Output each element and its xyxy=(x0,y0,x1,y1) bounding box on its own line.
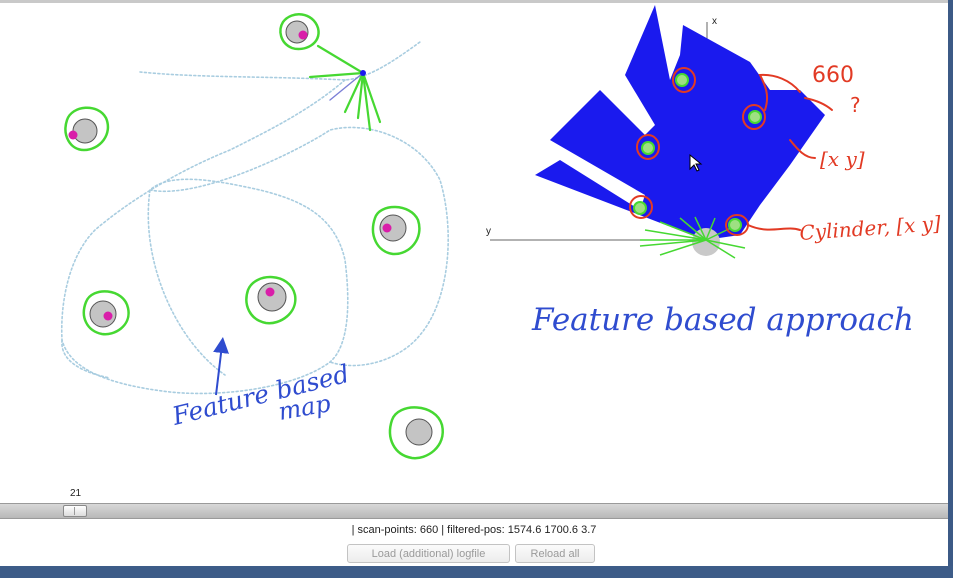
load-logfile-button[interactable]: Load (additional) logfile xyxy=(347,544,510,563)
slider-thumb[interactable] xyxy=(63,505,87,517)
feature-map-annotation: Feature based map xyxy=(168,337,352,431)
scan-points-fill xyxy=(535,5,825,240)
x-axis-label: x xyxy=(712,16,717,27)
detected-cylinders xyxy=(629,67,766,236)
y-axis-label: y xyxy=(486,226,491,237)
time-slider[interactable] xyxy=(0,503,948,519)
landmark-4 xyxy=(245,275,297,325)
robot-trajectory xyxy=(60,41,449,395)
landmark-2 xyxy=(64,106,110,152)
scan-view: x y xyxy=(486,5,825,259)
xy-vector-annotation: [x y] xyxy=(820,147,865,171)
scan-count-annotation: 660 xyxy=(812,63,854,88)
application-window: Feature based map x y xyxy=(0,0,948,566)
red-annotations xyxy=(747,73,833,231)
window-top-edge xyxy=(0,0,948,3)
desktop-bottom-strip xyxy=(0,566,953,578)
reload-all-button[interactable]: Reload all xyxy=(515,544,595,563)
status-line: | scan-points: 660 | filtered-pos: 1574.… xyxy=(351,524,597,536)
mouse-cursor-icon xyxy=(689,153,703,172)
scan-sensor xyxy=(639,216,746,259)
question-mark-annotation: ? xyxy=(850,93,861,117)
map-canvas[interactable]: Feature based map x y xyxy=(0,0,948,500)
feature-approach-annotation: Feature based approach xyxy=(531,302,914,338)
landmark-1 xyxy=(279,13,320,51)
landmark-6 xyxy=(388,406,444,460)
landmark-3 xyxy=(371,205,421,256)
robot-pose xyxy=(308,44,382,132)
cylinder-annotation: Cylinder, [x y] xyxy=(799,211,942,245)
frame-number: 21 xyxy=(70,488,82,499)
landmark-5 xyxy=(82,290,130,336)
